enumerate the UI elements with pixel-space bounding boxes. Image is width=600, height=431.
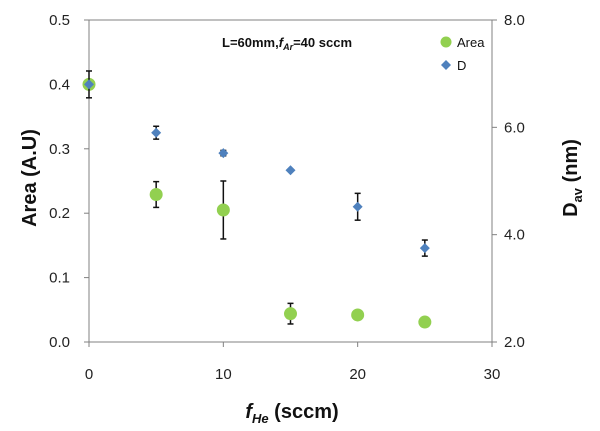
y-left-tick-label: 0.4 xyxy=(49,76,70,93)
d-point xyxy=(352,201,363,212)
legend-area-marker xyxy=(440,36,452,48)
y-right-tick-label: 8.0 xyxy=(504,12,525,29)
y-left-axis-title: Area (A.U) xyxy=(19,129,41,227)
area-point xyxy=(149,188,163,202)
y-right-axis-title: Dav (nm) xyxy=(560,139,585,217)
y-right-tick-label: 4.0 xyxy=(504,227,525,244)
x-tick-label: 0 xyxy=(85,366,93,383)
area-point xyxy=(284,307,297,321)
marks-layer xyxy=(82,70,432,329)
d-point xyxy=(419,243,430,254)
tick-layer: 0 10 20 30 0.0 0.1 0.2 0.3 0.4 0.5 2.0 4.0 6.0 8.0 xyxy=(49,12,525,383)
plot-area xyxy=(88,19,493,343)
y-left-tick-label: 0.2 xyxy=(49,205,70,222)
d-point xyxy=(285,165,296,176)
y-left-tick-label: 0.0 xyxy=(49,334,70,351)
y-right-tick-label: 6.0 xyxy=(504,119,525,136)
y-right-tick-label: 2.0 xyxy=(504,334,525,351)
x-axis-title: fHe (sccm) xyxy=(245,401,338,426)
area-point xyxy=(351,308,365,322)
legend: Area D xyxy=(440,35,485,73)
area-point xyxy=(418,315,432,329)
x-tick-label: 10 xyxy=(215,366,232,383)
x-tick-label: 20 xyxy=(349,366,366,383)
d-point xyxy=(151,127,162,138)
legend-area-label: Area xyxy=(457,35,485,50)
x-tick-label: 30 xyxy=(484,366,501,383)
y-left-tick-label: 0.5 xyxy=(49,12,70,29)
annotation: L=60mm,fAr=40 sccm xyxy=(222,35,352,52)
legend-d-label: D xyxy=(457,58,466,73)
d-point xyxy=(84,79,94,90)
area-point xyxy=(216,203,230,217)
y-left-tick-label: 0.3 xyxy=(49,141,70,158)
plot-border xyxy=(88,19,493,343)
legend-d-marker xyxy=(441,60,451,70)
d-point xyxy=(218,148,229,159)
y-left-tick-label: 0.1 xyxy=(49,270,70,287)
